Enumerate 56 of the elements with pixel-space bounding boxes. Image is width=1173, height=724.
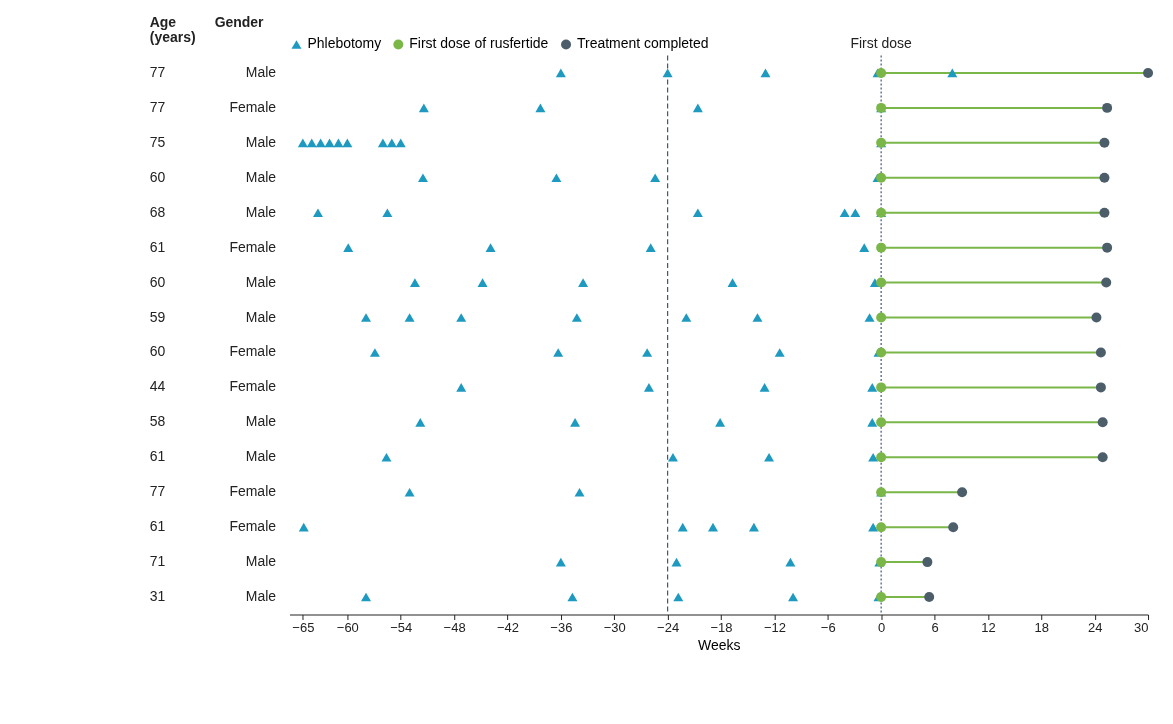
y-tick-label: Female xyxy=(229,483,277,500)
x-tick-label: −30 xyxy=(603,619,626,635)
y2-tick-label: 60 xyxy=(149,273,166,290)
y-tick-label: Male xyxy=(245,308,277,325)
ref-line-label: First dose xyxy=(850,35,913,52)
y2-tick-label: 61 xyxy=(149,448,166,465)
y2-tick-label: 77 xyxy=(149,483,166,500)
y2-tick-label: 77 xyxy=(149,63,166,80)
x-tick-label: −24 xyxy=(657,619,680,635)
x-tick-label: −54 xyxy=(390,619,413,635)
x-tick-label: −60 xyxy=(336,619,359,635)
y-tick-label: Male xyxy=(245,273,277,290)
y2-tick-label: 60 xyxy=(149,343,166,360)
y2-tick-label: 68 xyxy=(149,203,166,220)
x-tick-label: 30 xyxy=(1134,619,1149,635)
x-tick-label: −42 xyxy=(496,619,519,635)
y2-tick-label: 44 xyxy=(149,378,166,395)
y-tick-label: Male xyxy=(245,133,277,150)
y-tick-label: Female xyxy=(229,378,277,395)
y-tick-label: Male xyxy=(245,413,277,430)
y-tick-label: Female xyxy=(229,518,277,535)
y-tick-label: Male xyxy=(245,588,277,605)
x-tick-label: −18 xyxy=(710,619,733,635)
y-tick-label: Female xyxy=(229,238,277,255)
y-tick-label: Male xyxy=(245,553,277,570)
y2-axis-title: Age (years) xyxy=(149,13,196,46)
y2-tick-label: 71 xyxy=(149,553,166,570)
legend-label: Treatment completed xyxy=(577,35,709,52)
x-tick-label: 24 xyxy=(1087,619,1103,635)
y-axis-title: Gender xyxy=(214,13,265,30)
y2-tick-label: 77 xyxy=(149,98,166,115)
y-tick-label: Female xyxy=(229,98,277,115)
y2-tick-label: 61 xyxy=(149,518,166,535)
y2-tick-label: 31 xyxy=(149,588,166,605)
y-tick-label: Male xyxy=(245,448,277,465)
y2-tick-label: 60 xyxy=(149,168,166,185)
x-tick-label: 12 xyxy=(981,619,996,635)
y-tick-label: Male xyxy=(245,168,277,185)
x-tick-label: −36 xyxy=(550,619,573,635)
x-tick-label: 6 xyxy=(931,619,939,635)
y2-tick-label: 75 xyxy=(149,133,166,150)
x-tick-label: −6 xyxy=(820,619,836,635)
x-tick-label: −12 xyxy=(763,619,786,635)
x-axis-title: Weeks xyxy=(698,636,741,653)
y-tick-label: Male xyxy=(245,203,277,220)
x-tick-label: 18 xyxy=(1034,619,1049,635)
x-tick-label: −48 xyxy=(443,619,466,635)
y2-tick-label: 59 xyxy=(149,308,166,325)
y-tick-label: Female xyxy=(229,343,277,360)
y2-tick-label: 58 xyxy=(149,413,166,430)
legend-label: Phlebotomy xyxy=(307,35,382,52)
x-tick-label: 0 xyxy=(878,619,886,635)
x-tick-label: −65 xyxy=(292,619,315,635)
y2-tick-label: 61 xyxy=(149,238,166,255)
y-tick-label: Male xyxy=(245,63,277,80)
legend-label: First dose of rusfertide xyxy=(409,35,549,52)
